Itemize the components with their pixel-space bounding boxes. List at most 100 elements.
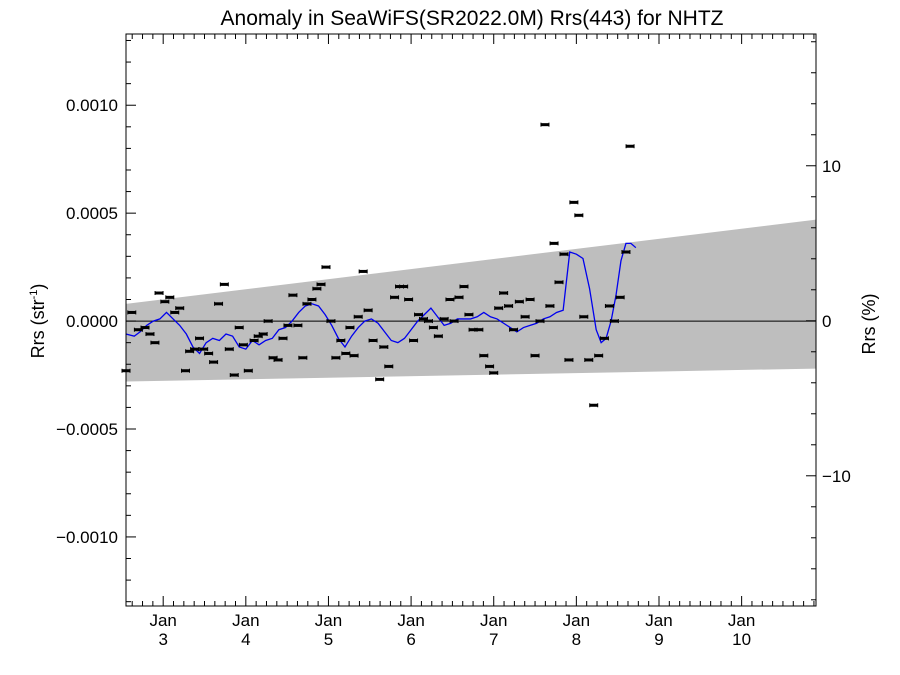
data-point: [336, 338, 346, 343]
data-point: [283, 323, 293, 328]
data-point: [312, 286, 322, 291]
data-point: [258, 332, 268, 337]
data-point: [615, 295, 625, 300]
data-point: [379, 344, 389, 349]
data-point: [288, 293, 298, 298]
data-point: [549, 241, 559, 246]
data-point: [409, 338, 419, 343]
data-point: [150, 340, 160, 345]
data-point: [353, 314, 363, 319]
data-point: [625, 144, 635, 149]
axis-ticks: 0.0010 0.0005 0.0000 −0.0005 −0.0010 10 0 −10 Ja…: [56, 34, 851, 649]
data-point: [302, 301, 312, 306]
data-point: [165, 295, 175, 300]
x-tick-label-day: 7: [489, 630, 498, 649]
y-tick-label: −0.0005: [56, 420, 118, 439]
y-tick-label: 0.0000: [66, 312, 118, 331]
data-point: [175, 306, 185, 311]
data-point: [540, 122, 550, 127]
data-point: [224, 347, 234, 352]
data-point: [479, 353, 489, 358]
data-point: [445, 297, 455, 302]
data-point: [384, 364, 394, 369]
data-point: [249, 338, 259, 343]
x-tick-label-month: Jan: [728, 611, 755, 630]
data-point: [535, 319, 545, 324]
x-tick-label-day: 3: [158, 630, 167, 649]
data-point: [530, 353, 540, 358]
data-point: [229, 373, 239, 378]
data-point: [263, 319, 273, 324]
data-point: [160, 299, 170, 304]
data-point: [574, 213, 584, 218]
x-tick-label-day: 6: [406, 630, 415, 649]
data-point: [594, 353, 604, 358]
data-point: [278, 336, 288, 341]
data-point: [273, 357, 283, 362]
smoothed-anomaly-line: [125, 242, 637, 355]
y-axis-label-left-text: Rrs (str: [28, 299, 48, 358]
x-tick-label-day: 5: [324, 630, 333, 649]
y-axis-label-left: Rrs (str-1): [28, 284, 48, 359]
data-point: [234, 325, 244, 330]
data-point: [428, 325, 438, 330]
y-axis-label-left-close: ): [28, 284, 48, 290]
data-point: [499, 291, 509, 296]
data-point: [316, 282, 326, 287]
data-point: [307, 297, 317, 302]
data-point: [509, 327, 519, 332]
data-point: [564, 357, 574, 362]
data-point: [554, 280, 564, 285]
data-point: [454, 295, 464, 300]
data-point: [180, 368, 190, 373]
data-point: [349, 353, 359, 358]
data-point: [525, 297, 535, 302]
data-point: [204, 351, 214, 356]
data-point: [341, 351, 351, 356]
data-point: [127, 310, 137, 315]
right-tick-label: 0: [822, 312, 831, 331]
y-axis-label-left-superscript: -1: [28, 290, 40, 300]
y-tick-label: 0.0010: [66, 96, 118, 115]
data-point: [170, 310, 180, 315]
data-point: [243, 368, 253, 373]
anomaly-points: [121, 122, 635, 408]
data-point: [293, 323, 303, 328]
data-point: [219, 282, 229, 287]
x-tick-label-month: Jan: [480, 611, 507, 630]
data-point: [569, 200, 579, 205]
data-point: [368, 338, 378, 343]
data-point: [485, 364, 495, 369]
data-point: [439, 316, 449, 321]
data-point: [545, 303, 555, 308]
data-point: [621, 250, 631, 255]
right-tick-label: −10: [822, 467, 851, 486]
data-point: [474, 327, 484, 332]
y-tick-label: 0.0005: [66, 204, 118, 223]
x-tick-label-day: 4: [241, 630, 250, 649]
data-point: [609, 319, 619, 324]
data-point: [238, 342, 248, 347]
data-point: [464, 312, 474, 317]
data-point: [363, 308, 373, 313]
data-point: [589, 403, 599, 408]
x-tick-label-month: Jan: [563, 611, 590, 630]
data-point: [520, 314, 530, 319]
data-point: [559, 252, 569, 257]
data-point: [190, 347, 200, 352]
data-point: [494, 306, 504, 311]
data-point: [345, 325, 355, 330]
data-point: [214, 301, 224, 306]
plot-frame: [125, 33, 817, 607]
data-point: [504, 303, 514, 308]
data-point: [584, 357, 594, 362]
data-point: [209, 360, 219, 365]
y-axis-label-right: Rrs (%): [859, 294, 879, 355]
data-point: [423, 319, 433, 324]
data-point: [399, 284, 409, 289]
data-point: [199, 347, 209, 352]
x-tick-label-day: 9: [654, 630, 663, 649]
data-point: [195, 336, 205, 341]
data-point: [145, 332, 155, 337]
data-point: [414, 312, 424, 317]
